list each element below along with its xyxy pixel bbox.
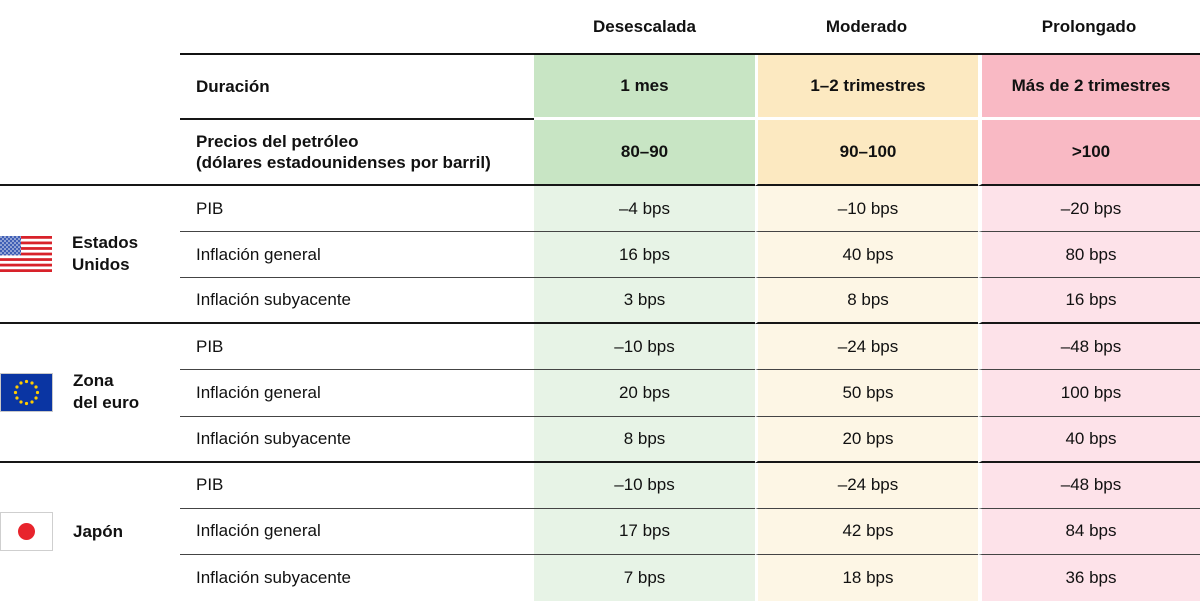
header-spacer — [180, 0, 534, 55]
oil-price-label-line2: (dólares estadounidenses por barril) — [196, 153, 491, 172]
value-cell: 8 bps — [534, 416, 755, 463]
value-cell: 20 bps — [755, 416, 978, 463]
oil-price-value-cell: 80–90 — [534, 120, 755, 186]
value-cell: 40 bps — [978, 416, 1200, 463]
duration-value-cell: 1–2 trimestres — [755, 55, 978, 120]
metric-label-inflacion-general: Inflación general — [180, 370, 534, 417]
region-name: Japón — [73, 521, 124, 541]
value-cell: –10 bps — [755, 186, 978, 233]
value-cell: 7 bps — [534, 554, 755, 601]
value-cell: 84 bps — [978, 508, 1200, 555]
value-cell: 50 bps — [755, 370, 978, 417]
value-cell: 16 bps — [534, 232, 755, 279]
region-euro-area: Zona del euro — [0, 324, 180, 463]
oil-price-value-cell: 90–100 — [755, 120, 978, 186]
eu-flag-icon — [0, 372, 53, 412]
value-cell: –10 bps — [534, 462, 755, 509]
row-spacer — [0, 55, 180, 120]
value-cell: –24 bps — [755, 324, 978, 371]
value-cell: 80 bps — [978, 232, 1200, 279]
region-name: Zona del euro — [73, 371, 140, 413]
metric-label-inflacion-subyacente: Inflación subyacente — [180, 417, 534, 463]
metric-label-pib: PIB — [180, 324, 534, 371]
scenario-header-prolongado: Prolongado — [978, 0, 1200, 55]
metric-label-inflacion-general: Inflación general — [180, 232, 534, 279]
region-japan: Japón — [0, 463, 180, 601]
value-cell: 3 bps — [534, 278, 755, 325]
value-cell: –48 bps — [978, 462, 1200, 509]
value-cell: –24 bps — [755, 462, 978, 509]
duration-row-label: Duración — [180, 55, 534, 120]
value-cell: –48 bps — [978, 324, 1200, 371]
value-cell: 36 bps — [978, 554, 1200, 601]
row-spacer — [0, 120, 180, 186]
oil-price-row-label: Precios del petróleo (dólares estadounid… — [180, 120, 534, 186]
scenario-header-desescalada: Desescalada — [534, 0, 755, 55]
region-united-states: Estados Unidos — [0, 186, 180, 325]
metric-label-inflacion-subyacente: Inflación subyacente — [196, 567, 351, 587]
value-cell: 8 bps — [755, 278, 978, 325]
metric-label-inflacion-general: Inflación general — [180, 509, 534, 555]
value-cell: –10 bps — [534, 324, 755, 371]
value-cell: –20 bps — [978, 186, 1200, 233]
metric-label-inflacion-subyacente: Inflación subyacente — [180, 278, 534, 325]
value-cell: 17 bps — [534, 508, 755, 555]
value-cell: 18 bps — [755, 554, 978, 601]
duration-value-cell: 1 mes — [534, 55, 755, 120]
value-cell: 40 bps — [755, 232, 978, 279]
us-flag-icon — [0, 236, 52, 273]
japan-flag-icon — [0, 512, 53, 552]
scenario-header-moderado: Moderado — [755, 0, 978, 55]
value-cell: 16 bps — [978, 278, 1200, 325]
metric-label-pib: PIB — [180, 463, 534, 509]
value-cell: 20 bps — [534, 370, 755, 417]
oil-price-value-cell: >100 — [978, 120, 1200, 186]
corner-spacer — [0, 0, 180, 55]
oil-price-label-line1: Precios del petróleo — [196, 131, 359, 151]
region-name: Estados Unidos — [72, 233, 139, 275]
duration-value-cell: Más de 2 trimestres — [978, 55, 1200, 120]
value-cell: 100 bps — [978, 370, 1200, 417]
metric-label-pib: PIB — [180, 186, 534, 233]
value-cell: –4 bps — [534, 186, 755, 233]
value-cell: 42 bps — [755, 508, 978, 555]
